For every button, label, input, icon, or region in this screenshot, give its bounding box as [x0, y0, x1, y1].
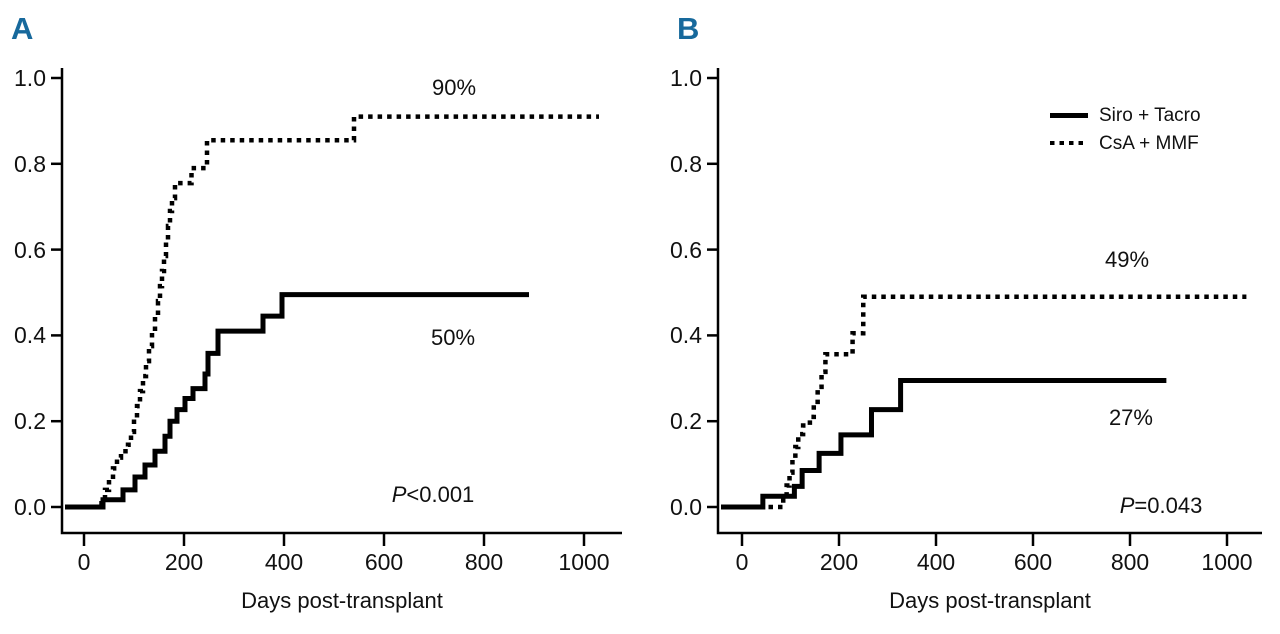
- panel-b-p-value-label: P=0.043: [1120, 493, 1203, 519]
- panel-a-y-tick-label: 1.0: [14, 65, 46, 91]
- legend-row-siro-tacro: Siro + Tacro: [1050, 101, 1201, 129]
- panel-b-x-tick-label: 1000: [1201, 549, 1253, 575]
- panel-b-curve-dotted: [721, 294, 1247, 510]
- panel-a-x-tick-label: 200: [164, 549, 204, 575]
- panel-b-x-tick-label: 600: [1013, 549, 1053, 575]
- panel-b-x-tick-label: 800: [1110, 549, 1150, 575]
- panel-b-y-tick-label: 0.4: [670, 322, 702, 349]
- panel-b-csa-plateau-label-part: 49%: [1105, 246, 1150, 272]
- panel-a-p-value-label-part: <0.001: [406, 481, 475, 507]
- solid-line-swatch-icon: [1050, 112, 1088, 118]
- dotted-line-swatch-icon: [1050, 140, 1088, 146]
- panel-a-y-tick-label: 0.8: [14, 150, 46, 177]
- panel-b-siro-plateau-label: 27%: [1109, 405, 1153, 431]
- panel-a-x-tick-label: 600: [364, 549, 404, 575]
- panel-a-x-tick-label: 800: [464, 549, 504, 575]
- panel-a-axes: [60, 68, 622, 535]
- panel-a-csa-plateau-label-part: 90%: [431, 74, 477, 100]
- panel-b-letter: B: [677, 11, 700, 46]
- panel-b-y-tick-label: 0.8: [670, 150, 702, 177]
- panel-a-x-tick-label: 0: [77, 549, 91, 575]
- panel-b-axes: [716, 68, 1262, 535]
- panel-a-y-tick-label: 0.2: [14, 408, 46, 435]
- panel-b-y-tick-label: 1.0: [670, 65, 702, 91]
- panel-a-curve-dotted: [65, 114, 599, 510]
- panel-a-x-tick-label: 400: [264, 549, 304, 575]
- panel-a-siro-plateau-label-part: 50%: [430, 324, 476, 350]
- panel-a-p-value-label-italic-part: P: [391, 481, 407, 507]
- panel-a-letter: A: [11, 11, 34, 46]
- panel-b-y-tick-label: 0.6: [670, 236, 702, 263]
- panel-b-x-axis-title: Days post-transplant: [889, 588, 1091, 613]
- panel-a-siro-plateau-label: 50%: [431, 325, 475, 351]
- panel-a-csa-plateau-label: 90%: [432, 75, 476, 101]
- panel-a-x-tick-label: 1000: [558, 549, 610, 575]
- panel-a-y-tick-label: 0.4: [14, 322, 46, 349]
- panel-b-x-tick-label: 200: [819, 549, 859, 575]
- panel-a-x-axis-title: Days post-transplant: [241, 588, 443, 613]
- legend: Siro + Tacro CsA + MMF: [1050, 101, 1201, 157]
- legend-row-csa-mmf: CsA + MMF: [1050, 129, 1201, 157]
- panel-b-siro-plateau-label-part: 27%: [1108, 405, 1153, 431]
- panel-a-y-tick-label: 0.0: [14, 494, 46, 520]
- panel-b-y-tick-label: 0.0: [670, 494, 702, 520]
- panel-b-p-value-label-italic-part: P: [1119, 493, 1135, 519]
- legend-label-csa-mmf: CsA + MMF: [1099, 132, 1199, 154]
- panel-b-csa-plateau-label: 49%: [1105, 247, 1149, 273]
- panel-a-y-tick-label: 0.6: [14, 236, 46, 263]
- panel-b-x-tick-label: 0: [735, 549, 749, 575]
- panel-b-curve-solid: [721, 377, 1167, 510]
- legend-label-siro-tacro: Siro + Tacro: [1099, 104, 1201, 126]
- panel-a-p-value-label: P<0.001: [392, 482, 475, 508]
- panel-b-p-value-label-part: =0.043: [1134, 493, 1203, 519]
- panel-b-y-tick-label: 0.2: [670, 408, 702, 435]
- panel-a-curve-solid: [65, 292, 529, 510]
- panel-b-x-tick-label: 400: [916, 549, 956, 575]
